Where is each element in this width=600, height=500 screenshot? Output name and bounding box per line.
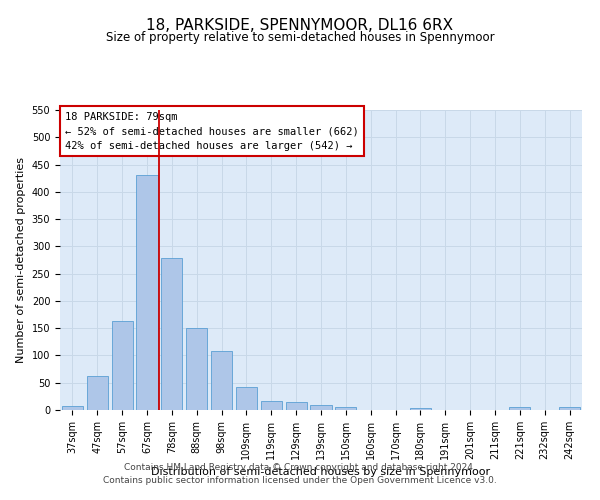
Y-axis label: Number of semi-detached properties: Number of semi-detached properties — [16, 157, 26, 363]
Bar — [161, 258, 182, 410]
Text: 18 PARKSIDE: 79sqm
← 52% of semi-detached houses are smaller (662)
42% of semi-d: 18 PARKSIDE: 79sqm ← 52% of semi-detache… — [65, 112, 359, 151]
Bar — [186, 328, 207, 410]
Bar — [62, 406, 83, 410]
Bar — [335, 406, 356, 410]
Bar — [509, 408, 530, 410]
Text: 18, PARKSIDE, SPENNYMOOR, DL16 6RX: 18, PARKSIDE, SPENNYMOOR, DL16 6RX — [146, 18, 454, 32]
X-axis label: Distribution of semi-detached houses by size in Spennymoor: Distribution of semi-detached houses by … — [151, 468, 491, 477]
Text: Contains HM Land Registry data © Crown copyright and database right 2024.
Contai: Contains HM Land Registry data © Crown c… — [103, 463, 497, 485]
Text: Size of property relative to semi-detached houses in Spennymoor: Size of property relative to semi-detach… — [106, 31, 494, 44]
Bar — [87, 376, 108, 410]
Bar — [136, 176, 158, 410]
Bar — [286, 402, 307, 410]
Bar — [236, 386, 257, 410]
Bar — [410, 408, 431, 410]
Bar — [112, 321, 133, 410]
Bar — [211, 351, 232, 410]
Bar — [310, 404, 332, 410]
Bar — [559, 408, 580, 410]
Bar — [261, 400, 282, 410]
